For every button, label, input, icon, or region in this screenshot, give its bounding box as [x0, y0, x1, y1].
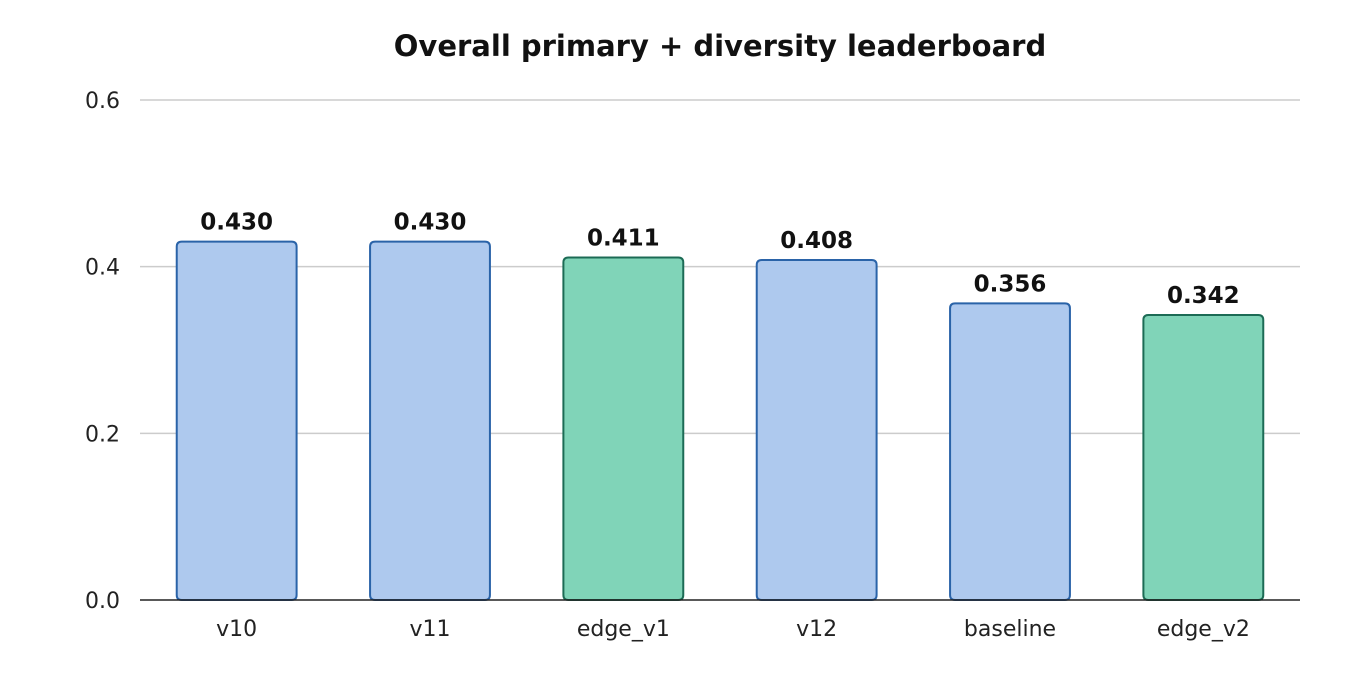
bar-v11 — [369, 240, 491, 601]
value-label: 0.430 — [394, 210, 467, 236]
chart-title: Overall primary + diversity leaderboard — [394, 29, 1046, 63]
category-label: edge_v1 — [577, 617, 670, 642]
y-tick-label: 0.6 — [85, 89, 120, 114]
bar-edge-v1 — [562, 256, 685, 601]
value-label: 0.411 — [587, 226, 660, 252]
grid-lines — [140, 99, 1300, 435]
value-label: 0.430 — [200, 210, 273, 236]
category-labels: v10 v11 edge_v1 v12 baseline edge_v2 — [216, 617, 1250, 642]
value-label: 0.408 — [780, 228, 853, 254]
value-labels: 0.430 0.430 0.411 0.408 0.356 0.342 — [200, 210, 1239, 309]
y-axis-ticks: 0.0 0.2 0.4 0.6 — [85, 89, 120, 614]
category-label: v10 — [216, 617, 257, 642]
category-label: v12 — [796, 617, 837, 642]
bar-v10 — [175, 240, 298, 601]
category-label: baseline — [964, 617, 1056, 642]
bars — [175, 240, 1265, 601]
bar-edge-v2 — [1142, 314, 1265, 601]
bar-baseline — [949, 302, 1071, 601]
y-tick-label: 0.4 — [85, 256, 120, 281]
value-label: 0.356 — [974, 271, 1047, 297]
category-label: edge_v2 — [1157, 617, 1250, 642]
value-label: 0.342 — [1167, 283, 1240, 309]
y-tick-label: 0.0 — [85, 589, 120, 614]
category-label: v11 — [409, 617, 450, 642]
y-tick-label: 0.2 — [85, 422, 120, 447]
bar-v12 — [755, 259, 878, 601]
